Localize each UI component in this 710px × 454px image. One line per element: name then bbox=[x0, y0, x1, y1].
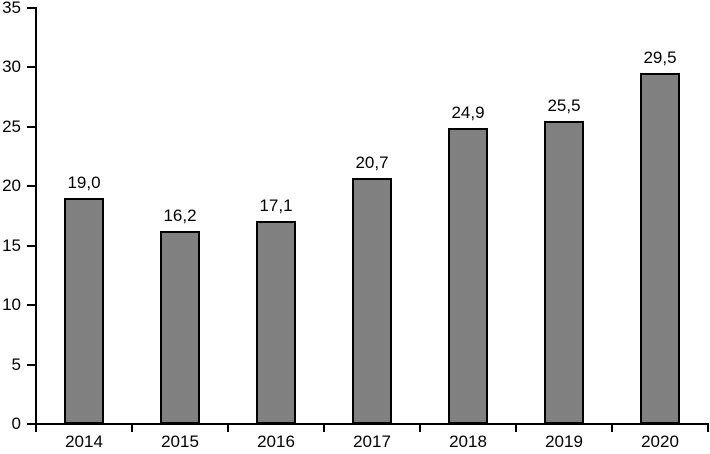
bar-2019 bbox=[544, 121, 584, 424]
x-tick-mark bbox=[323, 425, 325, 432]
y-tick-mark bbox=[27, 66, 35, 68]
x-tick-mark bbox=[611, 425, 613, 432]
y-tick-label: 35 bbox=[2, 0, 21, 17]
bar-value-label: 24,9 bbox=[451, 103, 485, 122]
y-tick-mark bbox=[27, 185, 35, 187]
bar-value-label: 19,0 bbox=[67, 173, 101, 192]
y-tick-mark bbox=[27, 126, 35, 128]
y-tick-mark bbox=[27, 423, 35, 425]
x-category-label: 2014 bbox=[65, 432, 103, 451]
bar-2017 bbox=[352, 178, 392, 424]
bar-value-label: 25,5 bbox=[547, 96, 581, 115]
x-category-label: 2016 bbox=[257, 432, 295, 451]
y-tick-label: 0 bbox=[11, 414, 21, 433]
y-tick-label: 10 bbox=[2, 295, 21, 314]
bar-2014 bbox=[64, 198, 104, 424]
x-tick-mark bbox=[419, 425, 421, 432]
y-tick-mark bbox=[27, 7, 35, 9]
x-category-label: 2020 bbox=[641, 432, 679, 451]
x-tick-mark bbox=[227, 425, 229, 432]
x-tick-mark bbox=[515, 425, 517, 432]
x-category-label: 2015 bbox=[161, 432, 199, 451]
y-tick-mark bbox=[27, 364, 35, 366]
y-tick-mark bbox=[27, 245, 35, 247]
y-tick-label: 30 bbox=[2, 57, 21, 76]
bar-2018 bbox=[448, 128, 488, 424]
bar-2020 bbox=[640, 73, 680, 424]
x-tick-mark bbox=[131, 425, 133, 432]
x-category-label: 2017 bbox=[353, 432, 391, 451]
y-tick-label: 15 bbox=[2, 236, 21, 255]
y-tick-mark bbox=[27, 304, 35, 306]
bar-2016 bbox=[256, 221, 296, 424]
x-tick-mark bbox=[35, 425, 37, 432]
bar-value-label: 17,1 bbox=[259, 196, 293, 215]
x-category-label: 2019 bbox=[545, 432, 583, 451]
y-tick-label: 25 bbox=[2, 117, 21, 136]
y-axis-line bbox=[35, 7, 37, 425]
x-tick-mark bbox=[707, 425, 709, 432]
bar-value-label: 29,5 bbox=[643, 48, 677, 67]
bar-value-label: 16,2 bbox=[163, 206, 197, 225]
bar-value-label: 20,7 bbox=[355, 153, 389, 172]
bar-2015 bbox=[160, 231, 200, 424]
y-tick-label: 5 bbox=[11, 355, 21, 374]
y-tick-label: 20 bbox=[2, 176, 21, 195]
x-category-label: 2018 bbox=[449, 432, 487, 451]
x-axis-line bbox=[35, 423, 709, 425]
